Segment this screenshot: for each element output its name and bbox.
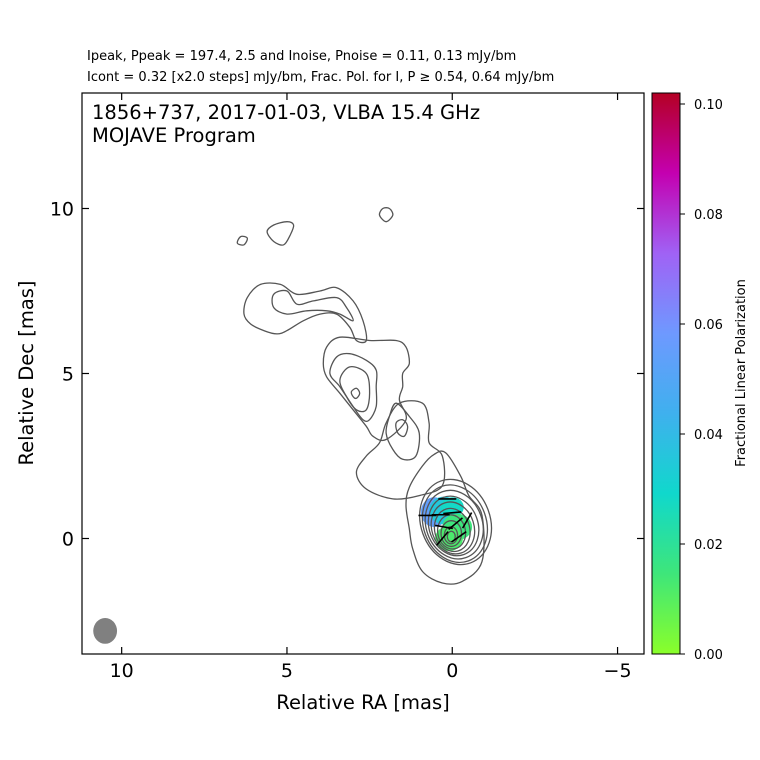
contour-line <box>339 366 371 413</box>
colorbar <box>651 92 681 655</box>
plot-frame <box>81 92 645 655</box>
y-tick-label: 5 <box>62 364 74 386</box>
x-axis-label: Relative RA [mas] <box>276 691 449 714</box>
colorbar-tick-label: 0.10 <box>694 98 723 113</box>
contour-line <box>243 282 368 344</box>
contour-line <box>271 289 354 322</box>
contour-line <box>266 221 295 246</box>
beam-ellipse <box>93 617 118 644</box>
core-contour <box>424 489 484 560</box>
chart-title: 1856+737, 2017-01-03, VLBA 15.4 GHz <box>92 101 480 124</box>
contour-line <box>322 336 411 442</box>
header-line-2: Icont = 0.32 [x2.0 steps] mJy/bm, Frac. … <box>87 70 555 85</box>
x-tick-label: 10 <box>110 660 134 682</box>
contour-line <box>236 235 249 246</box>
chart-subtitle: MOJAVE Program <box>92 124 256 147</box>
evpa-tick <box>435 531 449 546</box>
evpa-tick <box>434 524 453 530</box>
colorbar-tick-label: 0.00 <box>694 648 723 663</box>
y-axis-label: Relative Dec [mas] <box>15 280 38 465</box>
y-tick-label: 0 <box>62 529 74 551</box>
core-contour <box>421 484 489 564</box>
evpa-tick <box>443 511 462 515</box>
evpa-tick <box>461 512 473 529</box>
colorbar-label: Fractional Linear Polarization <box>734 279 749 467</box>
x-tick-label: 5 <box>281 660 293 682</box>
colorbar-tick-label: 0.08 <box>694 208 723 223</box>
x-tick-label: 0 <box>446 660 458 682</box>
contour-line <box>350 387 361 400</box>
y-tick-label: 10 <box>50 199 74 221</box>
contour-line <box>378 207 394 223</box>
core-contour <box>427 495 480 557</box>
core-contour <box>430 501 476 555</box>
evpa-tick <box>451 531 467 543</box>
contour-line <box>385 402 421 461</box>
core-contour <box>446 530 456 543</box>
contour-line <box>355 400 446 500</box>
core-contour <box>433 507 471 553</box>
core-contour <box>440 520 463 548</box>
colorbar-ticks: 0.00 0.02 0.04 0.06 0.08 0.10 <box>680 98 723 663</box>
contour-line <box>395 418 409 438</box>
colorbar-tick-label: 0.04 <box>694 428 723 443</box>
colorbar-tick-label: 0.02 <box>694 538 723 553</box>
colorbar-tick-label: 0.06 <box>694 318 723 333</box>
plot-area <box>93 207 493 644</box>
x-tick-label: −5 <box>604 660 632 682</box>
header-line-1: Ipeak, Ppeak = 197.4, 2.5 and Inoise, Pn… <box>87 49 517 64</box>
core-contour <box>419 478 493 566</box>
axis-ticks: 10 5 0 −5 0 5 10 <box>50 93 644 682</box>
